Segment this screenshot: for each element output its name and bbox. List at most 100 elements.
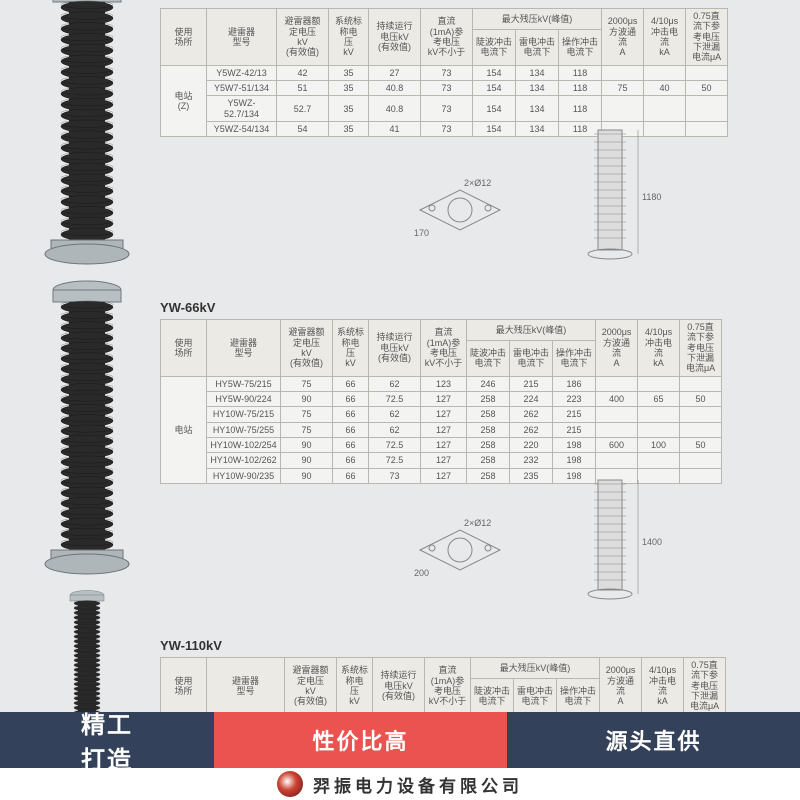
cell: 66 [333, 468, 369, 483]
col-header: 最大残压kV(峰值) [473, 9, 602, 30]
cell: HY5W-90/224 [207, 392, 281, 407]
promo-banner: 精工 打造 性价比高 源头直供 [0, 712, 800, 768]
cell: 154 [473, 96, 516, 122]
cell [680, 422, 722, 437]
col-header: 2000μs方波通流A [602, 9, 644, 66]
col-header: 4/10μs冲击电流kA [644, 9, 686, 66]
sub-header: 操作冲击电流下 [553, 341, 596, 377]
cell: 600 [596, 438, 638, 453]
cell: 66 [333, 376, 369, 391]
cell: 198 [553, 453, 596, 468]
cell: 258 [467, 392, 510, 407]
cell [686, 96, 728, 122]
cell: 123 [421, 376, 467, 391]
cell [596, 376, 638, 391]
cell: Y5WZ-52.7/134 [207, 96, 277, 122]
cell: 118 [559, 81, 602, 96]
cell: 72.5 [369, 453, 421, 468]
cell: HY10W-75/255 [207, 422, 281, 437]
cell: 223 [553, 392, 596, 407]
cell: 127 [421, 422, 467, 437]
cell: 127 [421, 407, 467, 422]
col-header: 持续运行电压kV(有效值) [369, 320, 421, 377]
cell [686, 65, 728, 80]
cell: 65 [638, 392, 680, 407]
spec-column: 使用场所避雷器型号避雷器额定电压kV(有效值)系统标称电压kV持续运行电压kV(… [160, 0, 786, 712]
cell: 246 [467, 376, 510, 391]
cell: HY10W-102/254 [207, 438, 281, 453]
sub-header: 雷电冲击电流下 [516, 30, 559, 66]
sub-header: 陡波冲击电流下 [467, 341, 510, 377]
cell: 35 [329, 65, 369, 80]
cell: 40.8 [369, 96, 421, 122]
svg-text:200: 200 [414, 568, 429, 578]
cell: 215 [553, 407, 596, 422]
cell: 258 [467, 407, 510, 422]
cell: 224 [510, 392, 553, 407]
cell [638, 407, 680, 422]
cell: 154 [473, 81, 516, 96]
cell: 134 [516, 81, 559, 96]
svg-text:2×Ø12: 2×Ø12 [464, 518, 491, 528]
sub-header: 雷电冲击电流下 [510, 341, 553, 377]
company-name: 羿振电力设备有限公司 [313, 772, 523, 797]
cell [680, 407, 722, 422]
cell: 90 [281, 453, 333, 468]
col-header: 直流(1mA)参考电压kV不小于 [421, 320, 467, 377]
svg-text:170: 170 [414, 228, 429, 238]
cell: HY10W-90/235 [207, 468, 281, 483]
col-header: 最大残压kV(峰值) [467, 320, 596, 341]
section-1: 使用场所避雷器型号避雷器额定电压kV(有效值)系统标称电压kV持续运行电压kV(… [160, 8, 728, 137]
cell [644, 96, 686, 122]
cell: 134 [516, 65, 559, 80]
cell: 73 [421, 81, 473, 96]
cell [680, 468, 722, 483]
col-header: 直流(1mA)参考电压kV不小于 [421, 9, 473, 66]
cell: 50 [680, 438, 722, 453]
sub-header: 陡波冲击电流下 [471, 679, 514, 715]
cell [686, 122, 728, 137]
col-header: 避雷器额定电压kV(有效值) [281, 320, 333, 377]
cell: 66 [333, 392, 369, 407]
cell: 62 [369, 422, 421, 437]
cell: 66 [333, 453, 369, 468]
cell: 75 [602, 81, 644, 96]
cell: 66 [333, 438, 369, 453]
cell: 66 [333, 422, 369, 437]
col-header: 系统标称电压kV [329, 9, 369, 66]
svg-text:1400: 1400 [642, 537, 662, 547]
cell: 72.5 [369, 392, 421, 407]
product-image-2 [22, 280, 152, 580]
section-title: YW-66kV [160, 300, 722, 315]
cell: 50 [680, 392, 722, 407]
cell [644, 65, 686, 80]
cell: HY5W-75/215 [207, 376, 281, 391]
sub-header: 操作冲击电流下 [559, 30, 602, 66]
cell: 73 [421, 65, 473, 80]
col-header: 系统标称电压kV [333, 320, 369, 377]
cell: 258 [467, 453, 510, 468]
cell: Y5WZ-54/134 [207, 122, 277, 137]
col-header: 使用场所 [161, 320, 207, 377]
cell: 75 [281, 407, 333, 422]
cell: 90 [281, 438, 333, 453]
section-title: YW-110kV [160, 638, 726, 653]
col-header: 避雷器额定电压kV(有效值) [285, 658, 337, 715]
col-header: 使用场所 [161, 658, 207, 715]
banner-right: 源头直供 [507, 712, 800, 768]
cell: HY10W-102/262 [207, 453, 281, 468]
company-logo-icon [277, 771, 303, 797]
cell: 52.7 [277, 96, 329, 122]
content-area: 使用场所避雷器型号避雷器额定电压kV(有效值)系统标称电压kV持续运行电压kV(… [0, 0, 800, 712]
cell: HY10W-75/215 [207, 407, 281, 422]
cell: 54 [277, 122, 329, 137]
col-header: 避雷器额定电压kV(有效值) [277, 9, 329, 66]
cell [602, 96, 644, 122]
cell: 258 [467, 422, 510, 437]
cell: Y5WZ-42/13 [207, 65, 277, 80]
cell: 35 [329, 96, 369, 122]
cell: 35 [329, 122, 369, 137]
cell: 154 [473, 65, 516, 80]
cell: 51 [277, 81, 329, 96]
cell [596, 407, 638, 422]
